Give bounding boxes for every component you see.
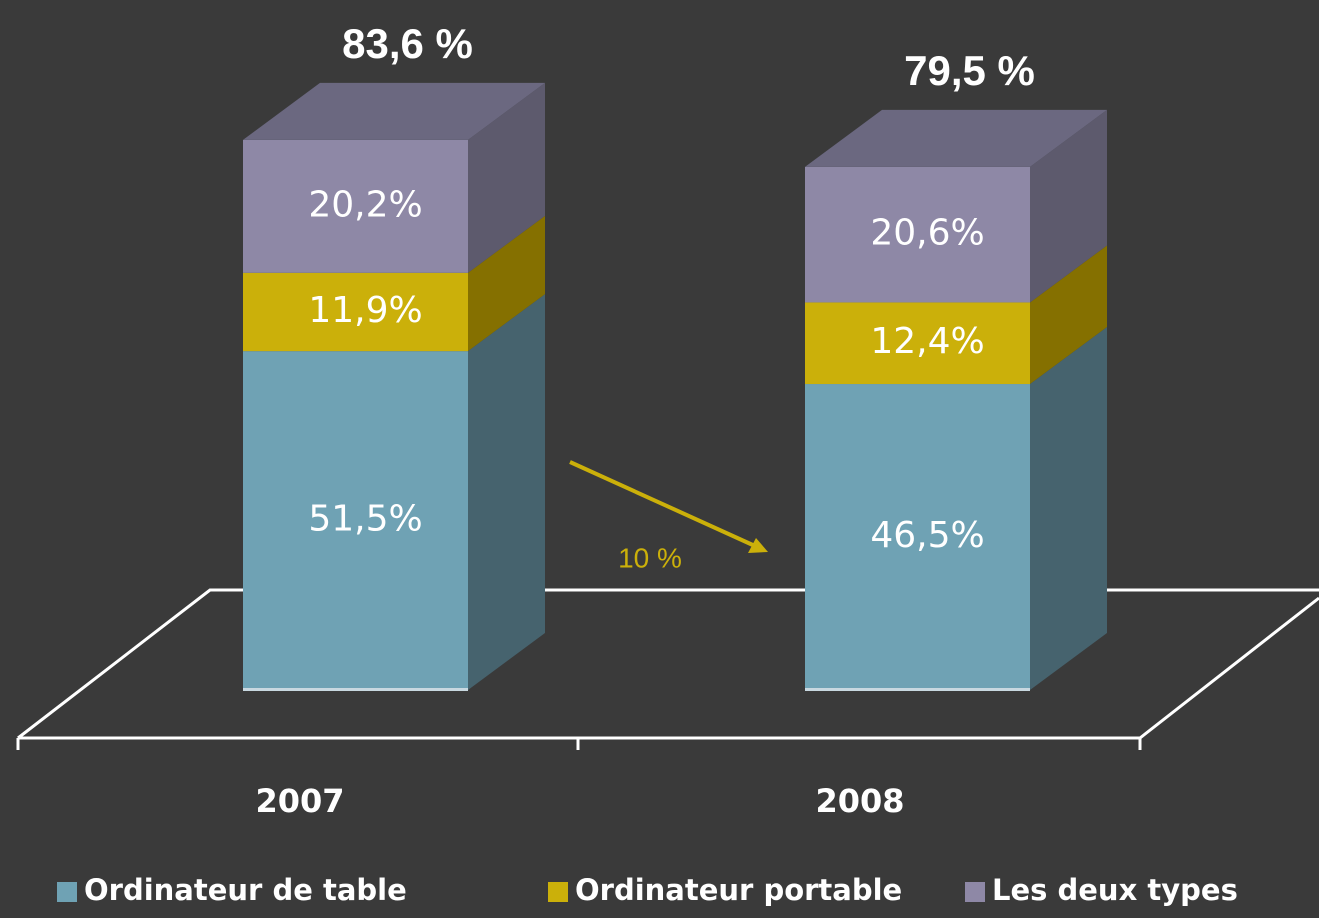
value-label: 11,9%	[308, 290, 422, 331]
trend-arrow	[569, 460, 756, 548]
legend-label: Ordinateur de table	[84, 873, 407, 907]
annotation: 10 %	[618, 542, 682, 573]
floor-front	[18, 596, 1319, 740]
total-label: 83,6 %	[342, 20, 473, 67]
bar-side	[1030, 327, 1107, 690]
value-label: 51,5%	[308, 499, 422, 540]
floor	[16, 588, 1319, 750]
bar-segment	[805, 384, 1030, 690]
bar-side	[468, 215, 545, 352]
value-label: 20,2%	[308, 184, 422, 225]
bar-base	[243, 688, 468, 691]
legend-swatch	[57, 882, 77, 902]
bar-top	[805, 109, 1107, 167]
arrow-head	[748, 538, 768, 553]
bar-segment	[243, 139, 468, 273]
bar-segment	[243, 272, 468, 352]
value-label: 12,4%	[870, 321, 984, 362]
floor-back	[17, 588, 1319, 740]
bar-segment	[805, 166, 1030, 303]
total-label: 79,5 %	[904, 47, 1035, 94]
value-label: 46,5%	[870, 515, 984, 556]
legend-label: Les deux types	[992, 873, 1238, 907]
legend-label: Ordinateur portable	[575, 873, 902, 907]
bar-side	[468, 82, 545, 273]
bar-side	[1030, 109, 1107, 303]
bar-segment	[243, 351, 468, 690]
bar-base	[805, 688, 1030, 691]
bar-top	[243, 82, 545, 140]
bar-side	[468, 294, 545, 690]
value-label: 20,6%	[870, 213, 984, 254]
bars	[243, 82, 1107, 691]
bar-segment	[805, 302, 1030, 385]
x-tick-label: 2007	[255, 782, 344, 820]
legend-swatch	[965, 882, 985, 902]
bar-side	[1030, 245, 1107, 385]
x-tick-label: 2008	[815, 782, 904, 820]
legend-swatch	[548, 882, 568, 902]
